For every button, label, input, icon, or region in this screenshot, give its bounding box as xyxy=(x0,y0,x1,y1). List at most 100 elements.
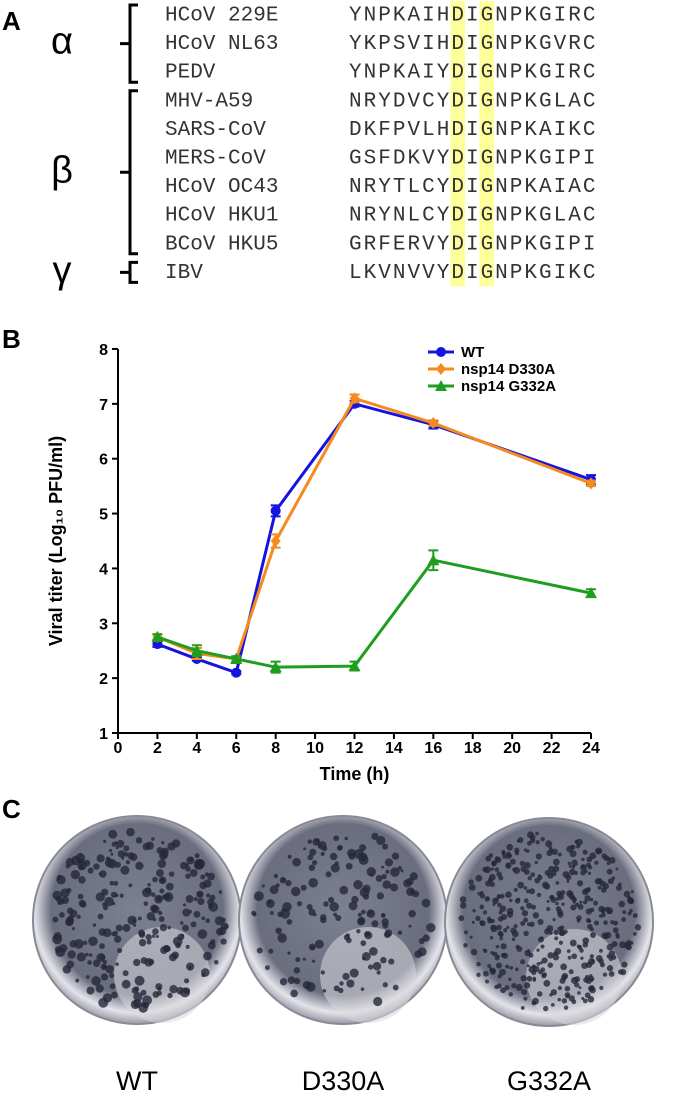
plaque xyxy=(71,855,81,866)
plaque xyxy=(618,882,622,887)
plaque xyxy=(595,847,603,855)
plaque xyxy=(134,975,145,986)
plaque xyxy=(479,893,486,899)
plaque xyxy=(574,871,579,875)
plaque xyxy=(70,869,80,880)
plaque xyxy=(158,910,163,916)
plaque xyxy=(550,1002,555,1007)
plaque xyxy=(380,956,387,964)
plaque xyxy=(629,908,633,913)
plaque xyxy=(513,867,521,874)
plaque xyxy=(309,848,317,856)
plaque xyxy=(99,954,106,960)
plaque xyxy=(541,973,547,979)
plaque xyxy=(349,968,359,978)
plaque xyxy=(582,849,588,855)
sequence-name: SARS-CoV xyxy=(165,119,266,142)
plaque xyxy=(102,993,113,1003)
plaque xyxy=(623,890,631,898)
plaque xyxy=(530,872,536,878)
plaque xyxy=(489,935,494,940)
panel-label: C xyxy=(2,794,21,824)
plaque xyxy=(546,850,553,857)
plaque xyxy=(508,992,513,997)
plaque xyxy=(109,983,116,990)
plaque xyxy=(180,934,185,938)
plaque xyxy=(611,940,618,947)
plaque xyxy=(567,861,572,866)
y-tick-label: 6 xyxy=(99,452,108,469)
plaque xyxy=(102,964,107,969)
plaque xyxy=(161,840,165,845)
sequence: YNPKAIYDIGNPKGIRC xyxy=(349,62,596,85)
plaque xyxy=(165,882,174,891)
x-tick-label: 4 xyxy=(192,740,201,757)
plaque xyxy=(128,883,133,888)
plaque xyxy=(140,989,147,996)
plaque xyxy=(203,879,212,888)
plaque xyxy=(526,964,530,968)
plaque xyxy=(360,909,366,915)
plaque xyxy=(514,967,519,972)
plaque xyxy=(581,996,585,1000)
plaque xyxy=(500,893,505,899)
plaque xyxy=(492,903,496,907)
plaque xyxy=(296,901,303,907)
plaque xyxy=(194,853,200,859)
plaque xyxy=(612,927,619,934)
plaque xyxy=(606,943,614,951)
group-label: β xyxy=(51,149,73,191)
plaque xyxy=(62,965,72,974)
plaque xyxy=(561,902,565,906)
plaque xyxy=(87,867,94,874)
x-axis-label: Time (h) xyxy=(320,764,390,784)
plaque xyxy=(468,879,474,885)
plaque xyxy=(546,899,550,903)
plaque xyxy=(554,947,562,955)
plaque xyxy=(108,829,118,839)
sequence-name: HCoV 229E xyxy=(165,5,278,28)
sequence-name: PEDV xyxy=(165,62,216,85)
plaque xyxy=(83,940,88,945)
plaque xyxy=(593,900,599,906)
plaque xyxy=(130,999,140,1010)
plaque xyxy=(598,905,606,913)
sequence: NRYTLCYDIGNPKAIAC xyxy=(349,176,596,199)
plaque xyxy=(606,868,613,875)
plaque xyxy=(552,858,560,866)
plaque xyxy=(148,958,155,966)
x-tick-label: 0 xyxy=(114,740,123,757)
plaque xyxy=(484,979,490,984)
plaque xyxy=(618,900,626,908)
plaque xyxy=(487,964,492,968)
plaque xyxy=(519,860,526,867)
series-line xyxy=(156,402,592,675)
x-tick-label: 20 xyxy=(503,740,521,757)
plaque xyxy=(537,875,543,881)
plaque xyxy=(127,915,137,926)
plaque xyxy=(557,985,563,991)
plaque xyxy=(521,909,529,917)
plaque xyxy=(308,908,316,916)
plaque xyxy=(557,852,562,857)
point xyxy=(435,380,447,391)
plaque xyxy=(498,910,503,915)
plaque xyxy=(496,894,502,900)
plaque xyxy=(200,874,206,880)
plaque xyxy=(568,893,575,900)
plaque xyxy=(113,935,122,943)
plaque xyxy=(359,887,370,898)
plaque xyxy=(127,852,135,860)
plaque xyxy=(606,965,614,972)
plaque xyxy=(529,921,535,927)
plaque xyxy=(99,870,107,878)
plaque xyxy=(520,975,527,982)
panel-label: A xyxy=(2,6,21,36)
plaque xyxy=(159,923,168,932)
plaque xyxy=(92,959,101,967)
plaque xyxy=(486,916,492,921)
plaque xyxy=(544,928,551,935)
plaque xyxy=(329,902,339,912)
plaque xyxy=(78,899,86,908)
plaque xyxy=(558,894,562,898)
